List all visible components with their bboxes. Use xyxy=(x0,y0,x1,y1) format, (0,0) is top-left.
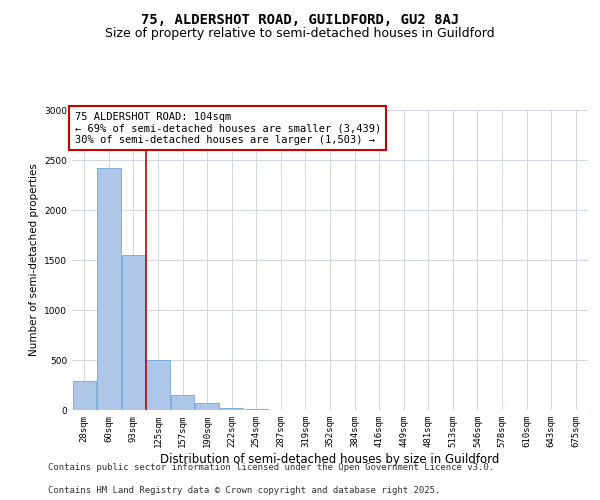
Text: Size of property relative to semi-detached houses in Guildford: Size of property relative to semi-detach… xyxy=(105,28,495,40)
Text: Contains public sector information licensed under the Open Government Licence v3: Contains public sector information licen… xyxy=(48,464,494,472)
Bar xyxy=(146,360,170,410)
Bar xyxy=(73,381,96,410)
Bar xyxy=(122,255,145,410)
Text: 75, ALDERSHOT ROAD, GUILDFORD, GU2 8AJ: 75, ALDERSHOT ROAD, GUILDFORD, GU2 8AJ xyxy=(141,12,459,26)
Bar xyxy=(245,409,268,410)
Bar xyxy=(97,168,121,410)
Bar xyxy=(171,395,194,410)
Bar xyxy=(220,408,244,410)
Text: 75 ALDERSHOT ROAD: 104sqm
← 69% of semi-detached houses are smaller (3,439)
30% : 75 ALDERSHOT ROAD: 104sqm ← 69% of semi-… xyxy=(74,112,381,144)
Bar xyxy=(196,403,219,410)
Text: Contains HM Land Registry data © Crown copyright and database right 2025.: Contains HM Land Registry data © Crown c… xyxy=(48,486,440,495)
X-axis label: Distribution of semi-detached houses by size in Guildford: Distribution of semi-detached houses by … xyxy=(160,452,500,466)
Y-axis label: Number of semi-detached properties: Number of semi-detached properties xyxy=(29,164,38,356)
